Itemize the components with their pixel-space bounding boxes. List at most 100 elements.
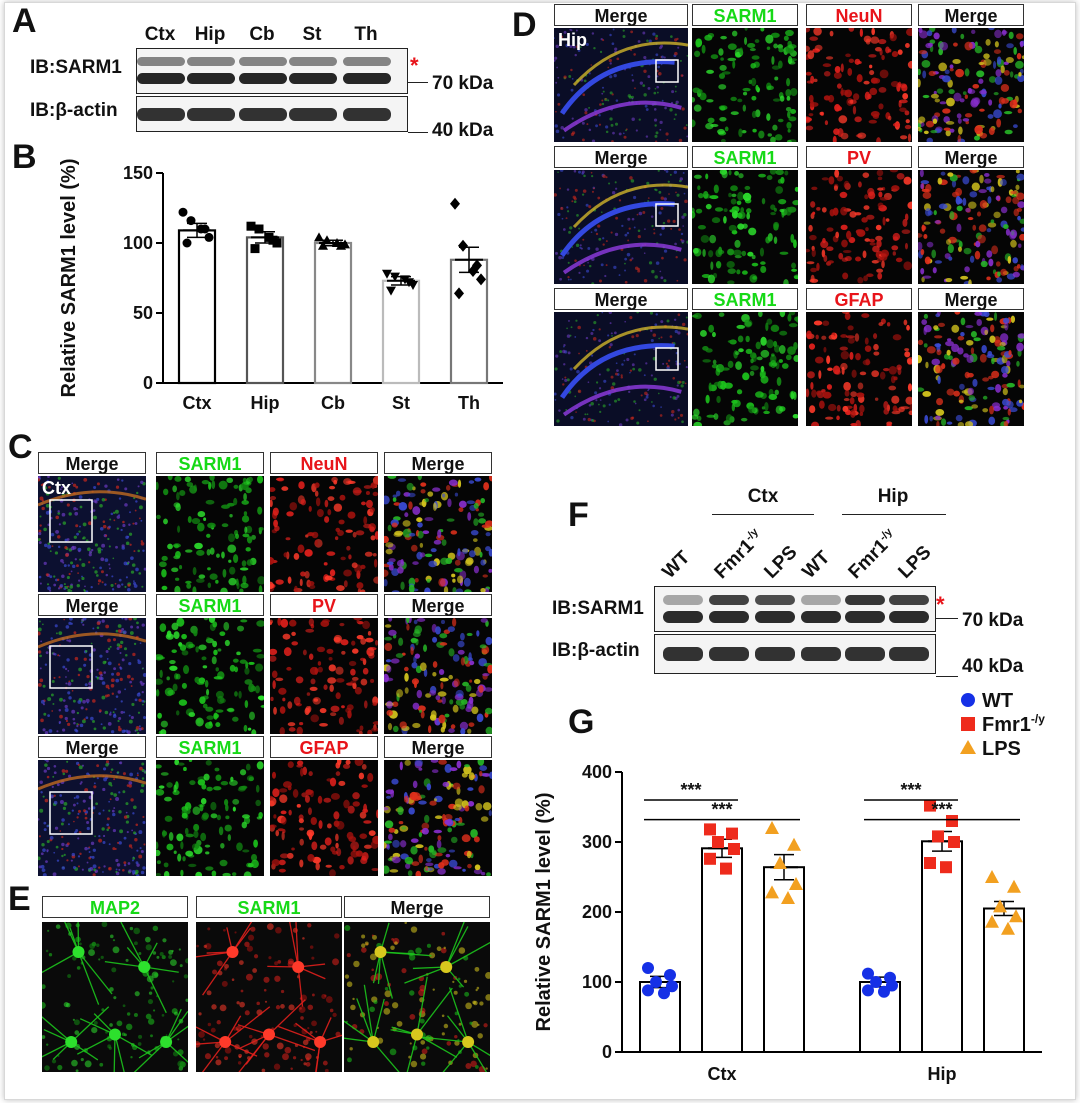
panel-g-point [862, 967, 874, 980]
panel-c-header-r1-c2: PV [270, 594, 378, 616]
panel-a-band-upper [239, 57, 287, 66]
panel-g-point [765, 885, 779, 899]
panel-g-point [789, 877, 803, 890]
panel-b-bar-cb [313, 241, 353, 385]
panel-a-band-upper [187, 57, 235, 66]
panel-f-label: F [568, 496, 589, 534]
panel-f-band-actin [801, 647, 841, 661]
panel-d-image-r0-c3 [918, 28, 1024, 142]
panel-a-sarm1-blot [136, 48, 408, 94]
panel-g-point [666, 980, 678, 993]
panel-b-xtick-st: St [392, 393, 410, 413]
panel-g-legend-marker [960, 740, 976, 754]
panel-a-band-actin [137, 108, 185, 121]
panel-e-image-2 [344, 922, 490, 1072]
panel-g-point [664, 969, 676, 981]
panel-c-image-r0-c3 [384, 476, 492, 592]
panel-a-band-actin [239, 108, 287, 121]
panel-b-point [454, 287, 464, 300]
panel-f-band-upper [889, 595, 929, 605]
panel-a-band-upper [343, 57, 391, 66]
panel-c-header-r0-c2: NeuN [270, 452, 378, 474]
panel-g-point [940, 861, 952, 874]
panel-g-point [1009, 909, 1023, 923]
panel-f-band-actin [663, 647, 703, 661]
panel-d-image-r2-c1 [692, 312, 798, 426]
panel-f-band-lower [845, 611, 885, 623]
panel-c-image-r0-c2 [270, 476, 378, 592]
panel-b-ylabel: Relative SARM1 level (%) [58, 159, 80, 398]
panel-c-header-r1-c1: SARM1 [156, 594, 264, 616]
panel-b-point [450, 197, 460, 210]
panel-d-image-r1-c1 [692, 170, 798, 284]
panel-g-legend-marker [961, 717, 975, 731]
panel-c-header-r2-c2: GFAP [270, 736, 378, 758]
panel-a-band-actin [187, 108, 235, 121]
panel-f-sarm1-blot [654, 586, 936, 632]
panel-f-band-upper [709, 595, 749, 605]
panel-a-band-actin [343, 108, 391, 121]
panel-c-image-r2-c3 [384, 760, 492, 876]
panel-e-header-1: SARM1 [196, 896, 342, 918]
panel-g-point [773, 856, 787, 869]
panel-d-label: D [512, 6, 537, 44]
panel-g-point [948, 836, 960, 848]
panel-g-ytick-label: 0 [602, 1042, 612, 1062]
panel-c-label: C [8, 428, 33, 466]
panel-f-band-upper [845, 595, 885, 605]
panel-g-point [642, 984, 654, 997]
panel-d-header-r1-c2: PV [806, 146, 912, 168]
panel-a-ib-actin: IB:β-actin [30, 100, 118, 121]
panel-d-image-r1-c3 [918, 170, 1024, 284]
panel-g-point [878, 985, 890, 998]
panel-g-xtick-ctx: Ctx [707, 1064, 736, 1084]
panel-g-ylabel: Relative SARM1 level (%) [533, 793, 555, 1032]
panel-b-point [200, 224, 210, 234]
panel-d-header-r0-c3: Merge [918, 4, 1024, 26]
panel-d-header-r1-c0: Merge [554, 146, 688, 168]
panel-f-marker-70: 70 kDa [962, 610, 1024, 631]
panel-e-image-1 [196, 922, 342, 1072]
panel-b-ytick-label: 0 [143, 373, 153, 393]
panel-g-ytick-label: 400 [582, 762, 612, 782]
panel-e-header-2: Merge [344, 896, 490, 918]
panel-f-marker-line-40 [936, 676, 958, 677]
panel-f-hip-line [842, 514, 946, 515]
panel-d-image-r0-c0 [554, 28, 688, 142]
panel-g-sig-label: *** [900, 780, 921, 800]
panel-e-header-0: MAP2 [42, 896, 188, 918]
panel-g-ytick-label: 200 [582, 902, 612, 922]
panel-d-region-label: Hip [558, 30, 587, 50]
panel-g-bar-ctx-fmr1 [701, 847, 743, 1053]
panel-c-image-r1-c3 [384, 618, 492, 734]
panel-f-group-ctx: Ctx [747, 486, 779, 507]
panel-c-header-r0-c1: SARM1 [156, 452, 264, 474]
panel-g-point [932, 830, 944, 843]
panel-f-band-lower [801, 611, 841, 623]
panel-f-band-lower [755, 611, 795, 623]
panel-b-point [246, 221, 256, 231]
panel-g-point [704, 823, 716, 836]
panel-a-lane-th: Th [354, 24, 378, 45]
panel-g-xtick-hip: Hip [928, 1064, 957, 1084]
panel-c-image-r1-c0 [38, 618, 146, 734]
panel-f-asterisk: * [936, 592, 945, 617]
panel-g-point [726, 827, 738, 840]
panel-g-point [781, 891, 795, 904]
panel-g-point [862, 984, 874, 997]
panel-g-point [642, 962, 654, 974]
panel-c-image-r2-c0 [38, 760, 146, 876]
panel-a-band-lower [187, 73, 235, 84]
panel-g-sig-label: *** [711, 800, 732, 820]
panel-b-point [390, 272, 400, 282]
panel-f-marker-line-70 [936, 618, 958, 619]
panel-d-header-r1-c1: SARM1 [692, 146, 798, 168]
panel-b-point [318, 240, 328, 250]
panel-g-point [924, 857, 936, 869]
panel-f-band-lower [663, 611, 703, 623]
panel-d-header-r2-c0: Merge [554, 288, 688, 310]
panel-c-header-r1-c3: Merge [384, 594, 492, 616]
panel-b-bar-st [381, 279, 421, 385]
panel-g-point [658, 987, 670, 1000]
panel-c-header-r2-c3: Merge [384, 736, 492, 758]
